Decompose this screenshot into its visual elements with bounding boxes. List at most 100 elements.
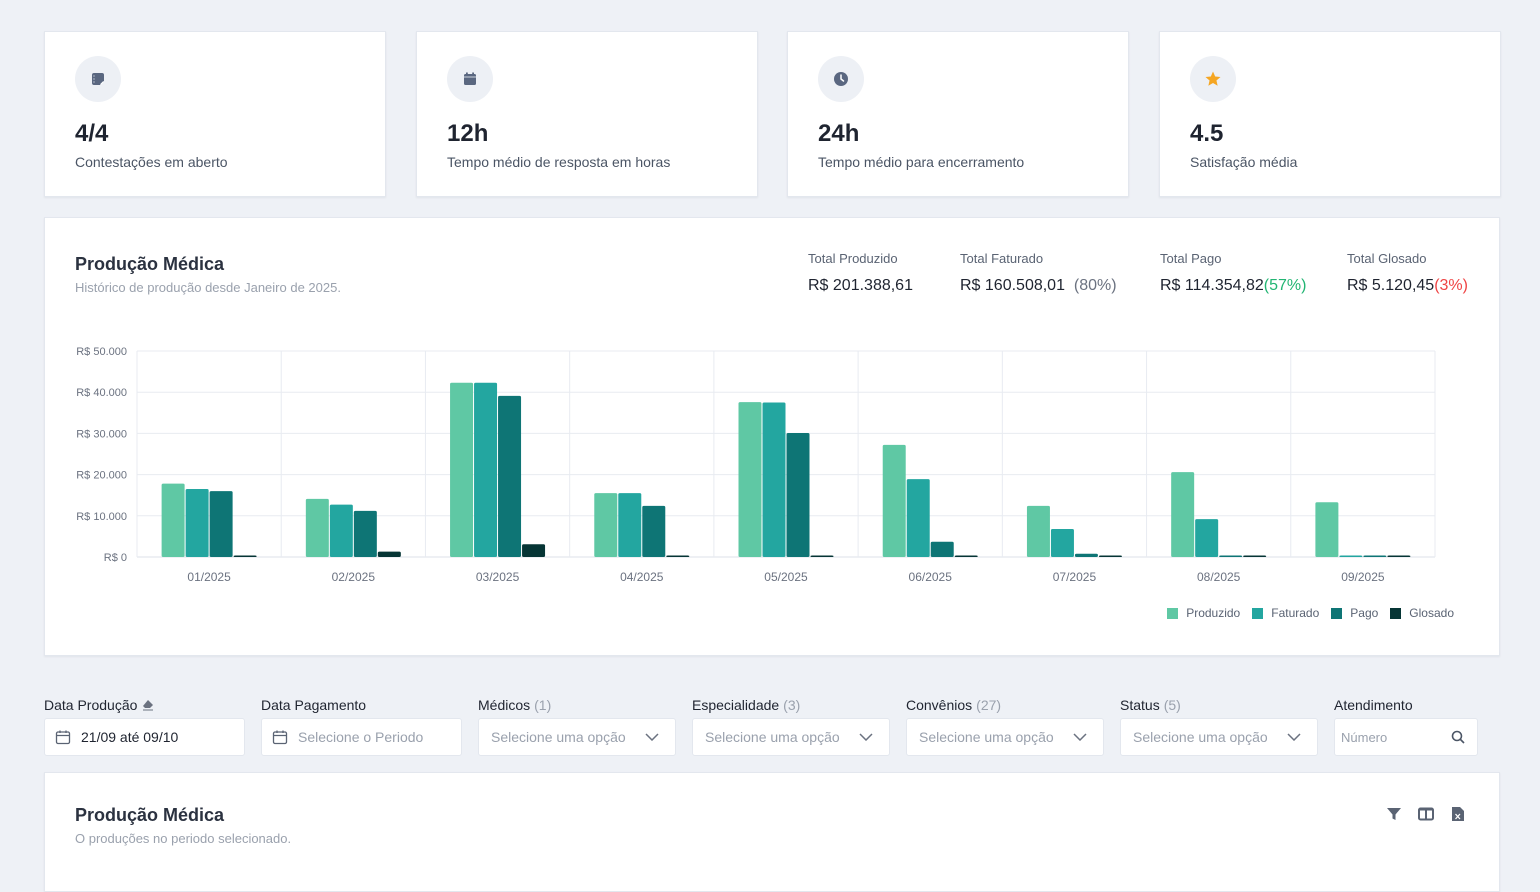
filter-label: Especialidade: [692, 697, 780, 713]
total-value: R$ 5.120,45: [1347, 277, 1435, 294]
chart-title: Produção Médica: [75, 254, 225, 274]
filter-data-producao: Data Produção 21/09 até 09/10: [44, 695, 245, 756]
production-bar-chart: R$ 0 R$ 10.000 R$ 20.000 R$ 30.000 R$ 40.000…: [76, 346, 1436, 584]
legend-item-pago[interactable]: Pago: [1331, 606, 1378, 620]
y-tick-label: R$ 0: [104, 552, 127, 564]
table-toolbar: [1385, 805, 1467, 823]
y-tick-label: R$ 50.000: [76, 346, 127, 358]
bar-produzido-08-2025[interactable]: [1171, 472, 1195, 557]
bar-glosado-08-2025[interactable]: [1243, 555, 1267, 558]
bar-pago-08-2025[interactable]: [1219, 555, 1243, 558]
data-producao-value: 21/09 até 09/10: [81, 729, 179, 745]
legend-item-produzido[interactable]: Produzido: [1167, 606, 1240, 620]
x-tick-label: 03/2025: [476, 570, 520, 584]
clock-icon: [818, 56, 864, 102]
bar-faturado-09-2025[interactable]: [1339, 555, 1363, 558]
search-icon[interactable]: [1451, 730, 1465, 744]
bar-glosado-03-2025[interactable]: [522, 544, 546, 557]
chevron-down-icon: [859, 733, 873, 741]
select-placeholder: Selecione uma opção: [491, 729, 626, 745]
data-pagamento-placeholder: Selecione o Periodo: [298, 729, 424, 745]
medicos-select[interactable]: Selecione uma opção: [478, 718, 676, 756]
legend-label: Glosado: [1409, 606, 1454, 620]
filter-count: (5): [1163, 697, 1181, 713]
chart-subtitle: Histórico de produção desde Janeiro de 2…: [75, 280, 341, 295]
bar-pago-09-2025[interactable]: [1363, 555, 1387, 558]
filter-icon[interactable]: [1385, 805, 1403, 823]
bar-produzido-09-2025[interactable]: [1315, 502, 1339, 557]
bar-produzido-06-2025[interactable]: [882, 444, 906, 557]
total-value: R$ 201.388,61: [808, 277, 913, 294]
select-placeholder: Selecione uma opção: [705, 729, 840, 745]
filter-label: Médicos: [478, 697, 531, 713]
bar-produzido-07-2025[interactable]: [1026, 505, 1050, 557]
total-label: Total Glosado: [1347, 251, 1427, 266]
legend-label: Pago: [1350, 606, 1379, 620]
bar-faturado-08-2025[interactable]: [1195, 519, 1219, 557]
status-select[interactable]: Selecione uma opção: [1120, 718, 1318, 756]
bar-glosado-02-2025[interactable]: [377, 551, 401, 557]
bar-faturado-04-2025[interactable]: [618, 493, 642, 557]
bar-glosado-07-2025[interactable]: [1098, 555, 1122, 558]
filter-label: Data Pagamento: [261, 697, 367, 713]
x-tick-label: 06/2025: [909, 570, 953, 584]
bar-faturado-07-2025[interactable]: [1050, 528, 1074, 557]
bar-glosado-05-2025[interactable]: [810, 555, 834, 558]
legend-swatch: [1167, 607, 1179, 619]
convenios-select[interactable]: Selecione uma opção: [906, 718, 1104, 756]
x-tick-label: 01/2025: [187, 570, 231, 584]
bar-glosado-01-2025[interactable]: [233, 555, 257, 558]
chevron-down-icon: [1073, 733, 1087, 741]
excel-export-icon[interactable]: [1449, 805, 1467, 823]
bar-faturado-03-2025[interactable]: [474, 382, 498, 557]
total-pago: Total Pago R$ 114.354,82(57%): [1160, 251, 1306, 295]
legend-swatch: [1331, 607, 1343, 619]
calendar-icon: [272, 729, 288, 745]
atendimento-input[interactable]: Número: [1334, 718, 1478, 756]
total-percent: (57%): [1263, 277, 1307, 294]
bar-produzido-01-2025[interactable]: [161, 483, 185, 557]
legend-item-faturado[interactable]: Faturado: [1252, 606, 1319, 620]
total-glosado: Total Glosado R$ 5.120,45(3%): [1347, 251, 1468, 295]
stat-value: 24h: [818, 120, 860, 147]
stat-card-satisfacao: 4.5 Satisfação média: [1159, 31, 1501, 197]
bar-faturado-05-2025[interactable]: [762, 402, 786, 558]
bar-pago-07-2025[interactable]: [1074, 553, 1098, 557]
total-percent: (3%): [1434, 277, 1468, 294]
bar-faturado-06-2025[interactable]: [906, 479, 930, 557]
data-producao-input[interactable]: 21/09 até 09/10: [44, 718, 245, 756]
bar-pago-04-2025[interactable]: [642, 505, 666, 557]
bar-faturado-01-2025[interactable]: [185, 489, 209, 557]
bar-faturado-02-2025[interactable]: [329, 504, 353, 557]
stat-value: 4/4: [75, 120, 109, 147]
x-tick-label: 09/2025: [1341, 570, 1385, 584]
stat-label: Contestações em aberto: [75, 154, 228, 170]
bar-produzido-03-2025[interactable]: [450, 382, 474, 557]
columns-icon[interactable]: [1417, 805, 1435, 823]
bar-pago-01-2025[interactable]: [209, 491, 233, 557]
data-pagamento-input[interactable]: Selecione o Periodo: [261, 718, 462, 756]
table-subtitle: O produções no periodo selecionado.: [75, 831, 292, 846]
chevron-down-icon: [645, 733, 659, 741]
x-tick-label: 02/2025: [332, 570, 376, 584]
bar-pago-02-2025[interactable]: [353, 510, 377, 557]
especialidade-select[interactable]: Selecione uma opção: [692, 718, 890, 756]
bar-glosado-06-2025[interactable]: [954, 555, 978, 558]
chevron-down-icon: [1287, 733, 1301, 741]
bar-produzido-05-2025[interactable]: [738, 402, 762, 557]
filter-label: Atendimento: [1334, 697, 1413, 713]
bar-produzido-04-2025[interactable]: [594, 493, 618, 557]
table-title: Produção Médica: [75, 805, 225, 825]
legend-swatch: [1390, 607, 1402, 619]
bar-pago-06-2025[interactable]: [930, 541, 954, 557]
bar-pago-05-2025[interactable]: [786, 432, 810, 557]
bar-glosado-04-2025[interactable]: [666, 555, 690, 558]
eraser-icon[interactable]: [141, 699, 155, 711]
stat-label: Tempo médio para encerramento: [818, 154, 1025, 170]
bar-pago-03-2025[interactable]: [498, 395, 522, 557]
bar-produzido-02-2025[interactable]: [305, 498, 329, 557]
legend-swatch: [1252, 607, 1264, 619]
filter-convenios: Convênios (27) Selecione uma opção: [906, 695, 1104, 756]
bar-glosado-09-2025[interactable]: [1387, 555, 1411, 558]
legend-item-glosado[interactable]: Glosado: [1390, 606, 1454, 620]
